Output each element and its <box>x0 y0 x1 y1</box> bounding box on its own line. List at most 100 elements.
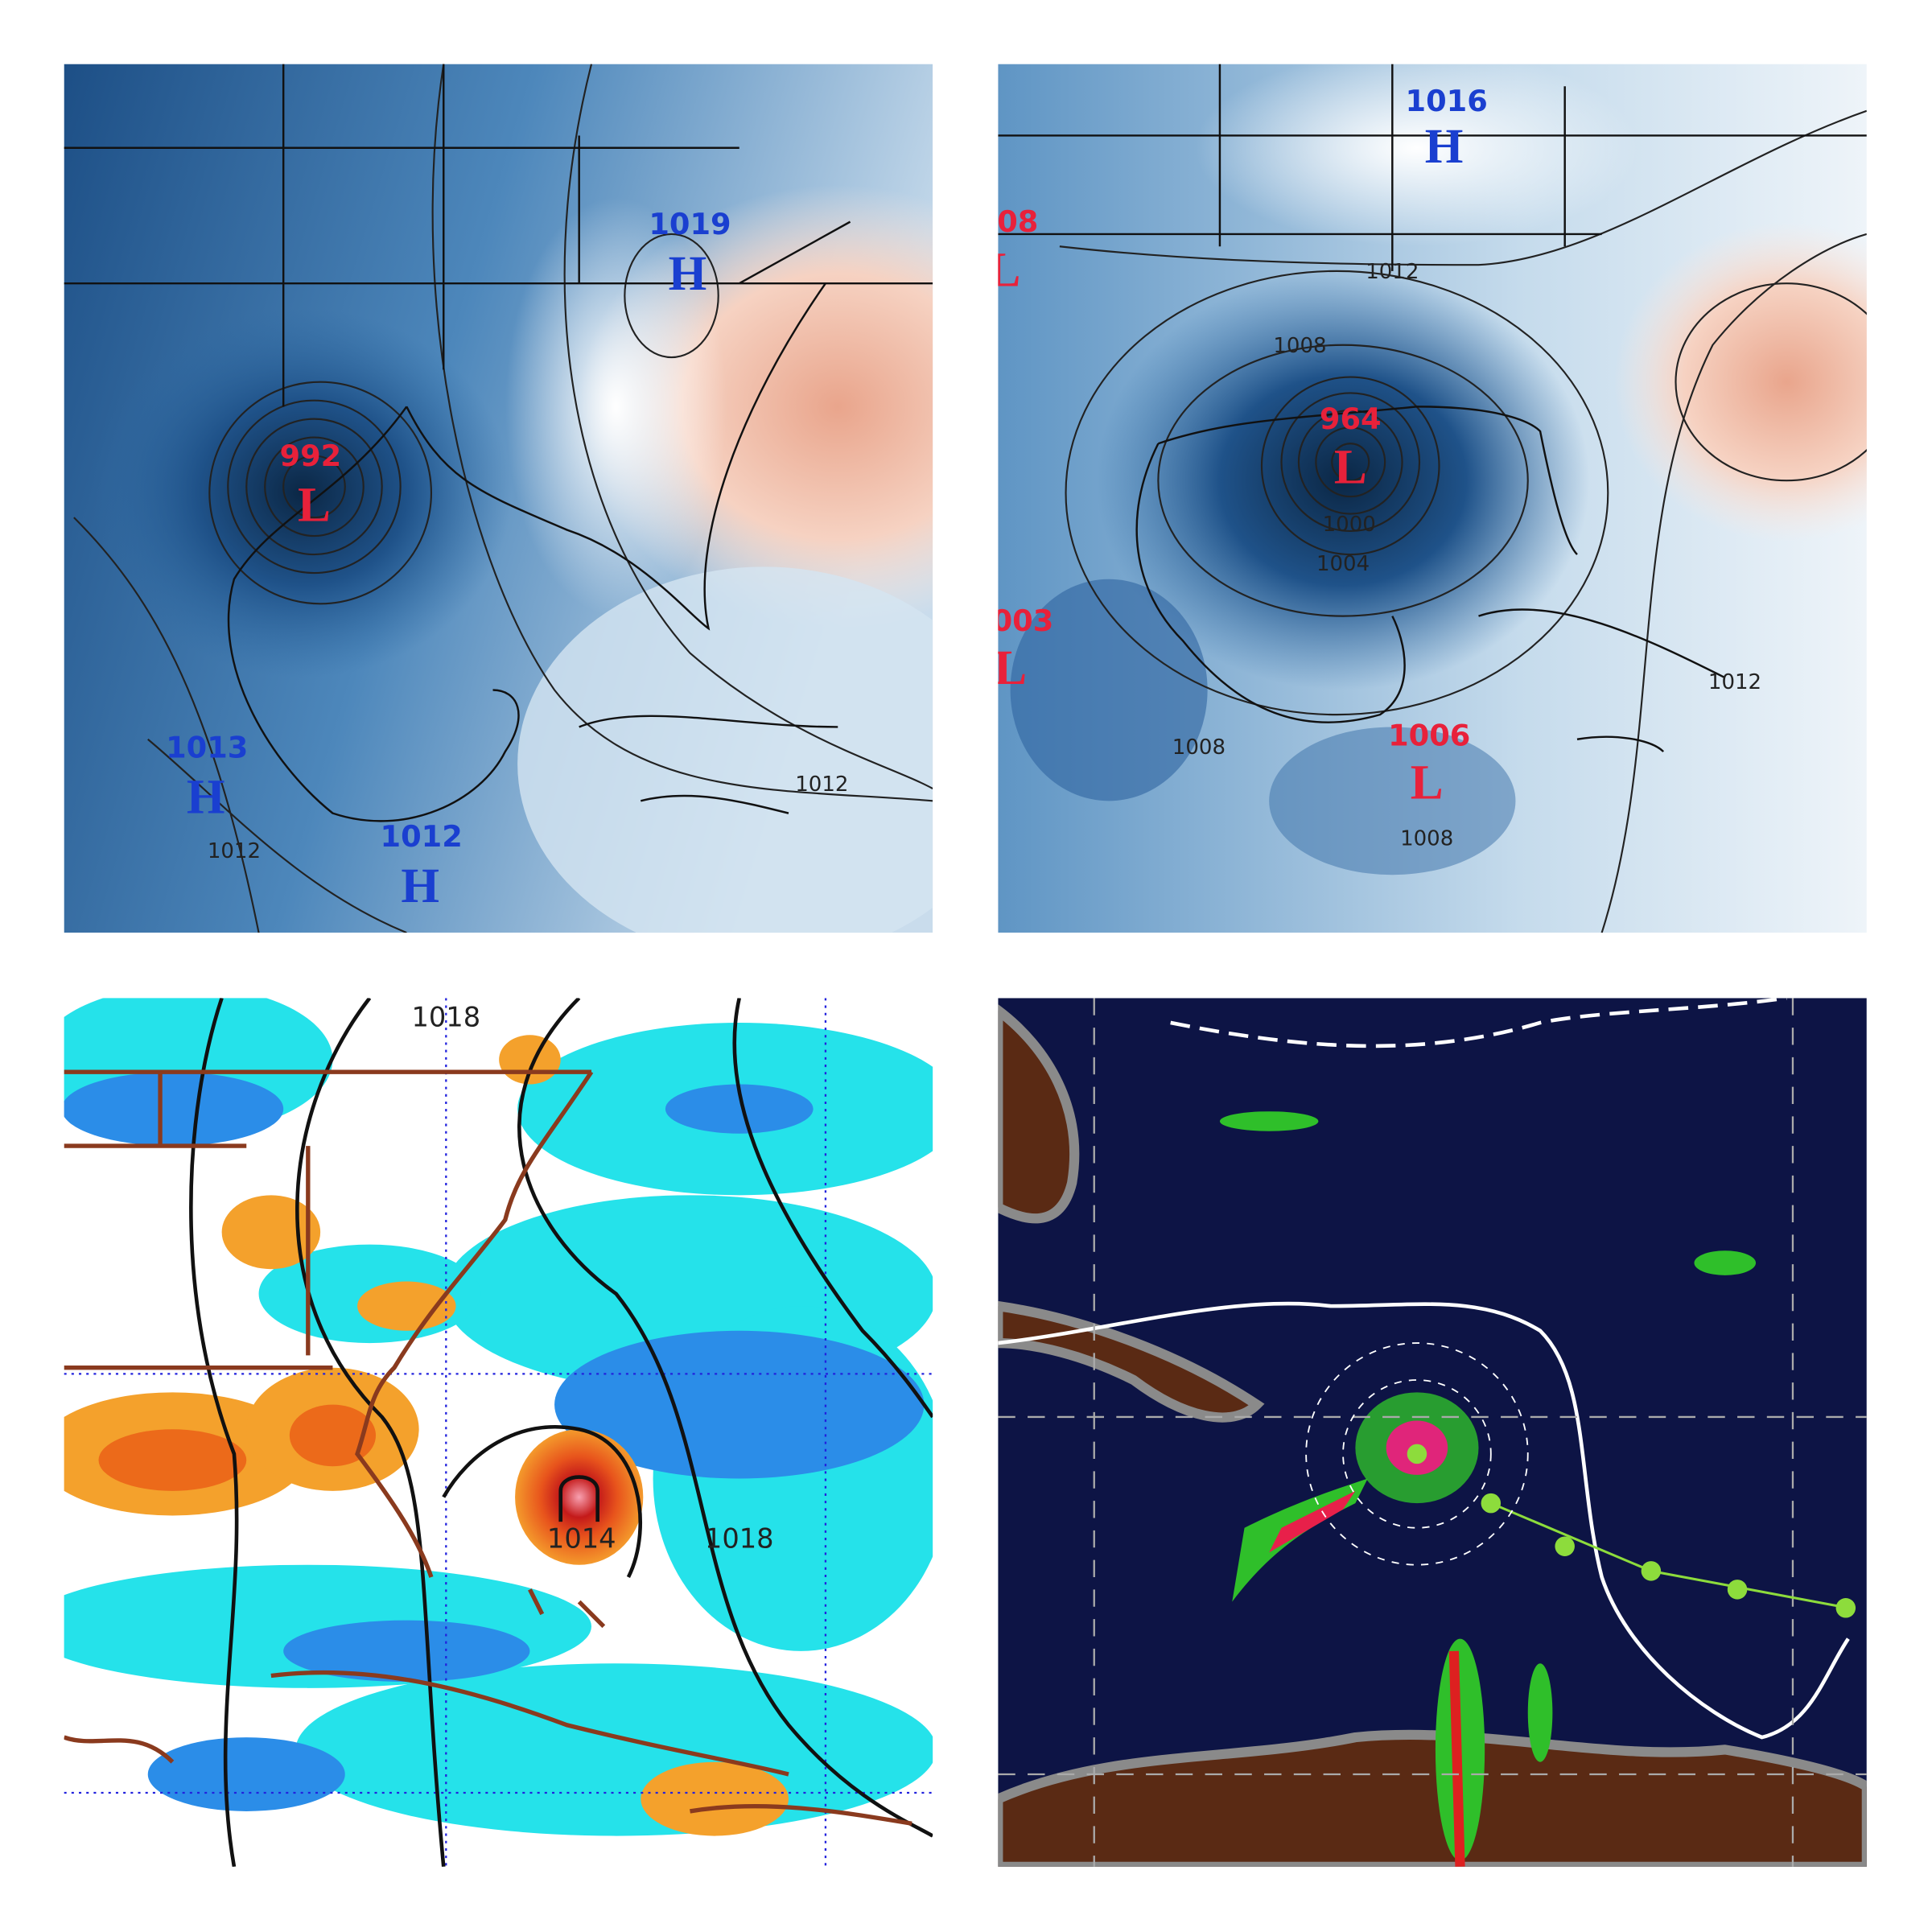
map-shape <box>357 1281 456 1331</box>
map-shape <box>73 517 260 933</box>
map-shape <box>64 64 933 822</box>
map-shape <box>64 1069 912 1826</box>
map-shape <box>355 1070 594 1578</box>
map-shape <box>208 381 433 605</box>
map-shape <box>282 455 346 519</box>
center-symbol: H <box>401 859 439 913</box>
center-pressure: 964 <box>1320 402 1382 436</box>
map-shape <box>1614 221 1867 542</box>
map-shape <box>554 1330 925 1479</box>
center-symbol: L <box>298 478 331 533</box>
map-shape <box>1555 1536 1575 1556</box>
map-shape <box>1407 1444 1427 1464</box>
map-shape <box>64 1072 284 1147</box>
isobar-label: 1004 <box>1316 552 1370 576</box>
map-shape <box>563 64 933 789</box>
map-shape <box>64 1072 925 1811</box>
panel-2: 1016 H 08 L 964 L 003 L 1006 L 1012 1008… <box>992 64 1867 933</box>
map-shape <box>431 64 933 802</box>
map-shape <box>624 233 719 359</box>
isobar-label: 1008 <box>1172 735 1226 760</box>
map-shape <box>1096 270 1590 690</box>
map-shape <box>245 418 383 556</box>
panel-3: 1018 1014 1018 <box>64 998 933 1867</box>
map-shape <box>1727 1580 1748 1600</box>
map-shape <box>499 1035 561 1085</box>
center-pressure: 1012 <box>381 819 463 854</box>
map-shape <box>558 1475 599 1522</box>
map-shape <box>270 1588 789 1777</box>
center-pressure: 1019 <box>649 207 731 241</box>
map-shape <box>1331 443 1370 482</box>
map-shape <box>1260 376 1440 556</box>
map-shape <box>998 1301 1850 1740</box>
isobar-label: 1008 <box>1273 334 1326 358</box>
panel-1: 992 L 1019 H 1013 H 1012 H 1012 1012 <box>64 64 933 933</box>
map-shape <box>1269 727 1516 875</box>
map-shape <box>1448 1650 1465 1867</box>
map-shape <box>515 1429 644 1565</box>
map-shape <box>98 1429 247 1491</box>
map-shape <box>283 1620 530 1683</box>
map-shape <box>1835 1598 1856 1618</box>
map-shape <box>998 1003 1867 1867</box>
map-shape <box>64 1069 591 1370</box>
map-shape <box>98 1404 377 1491</box>
map-shape <box>1342 1379 1492 1529</box>
center-pressure: 1006 <box>1388 718 1470 752</box>
center-pressure: 992 <box>280 439 342 473</box>
map-shape <box>147 738 407 933</box>
center-pressure: 003 <box>992 603 1054 638</box>
map-shape <box>1157 344 1529 617</box>
panel-4 <box>998 998 1867 1867</box>
map-shape <box>1297 409 1403 515</box>
map-shape <box>64 64 933 407</box>
map-shape <box>998 1003 1080 1224</box>
map-shape <box>998 1729 1867 1867</box>
map-shape <box>1135 443 1406 723</box>
map-shape <box>1010 579 1208 801</box>
map-shape <box>505 197 727 616</box>
map-shape <box>1059 109 1867 266</box>
map-shape <box>1305 1342 1529 1566</box>
map-shape <box>64 1735 912 1826</box>
map-shape <box>579 715 838 814</box>
center-symbol: H <box>1425 119 1464 174</box>
isobar-label: 1014 <box>547 1522 616 1554</box>
map-shape <box>221 1195 321 1270</box>
map-shape <box>92 307 512 678</box>
center-symbol: H <box>669 246 707 301</box>
center-pressure: 08 <box>997 204 1038 239</box>
isobar-label: 1012 <box>795 772 848 797</box>
isobar-label: 1018 <box>705 1522 774 1554</box>
map-shape <box>227 399 402 575</box>
map-shape <box>998 64 1867 271</box>
map-shape <box>73 64 933 933</box>
map-shape <box>998 998 1850 1740</box>
isobar-label: 1012 <box>1708 670 1761 694</box>
center-pressure: 1013 <box>166 731 248 765</box>
map-shape <box>1269 1490 1356 1553</box>
map-shape <box>289 1404 377 1467</box>
map-shape <box>1315 426 1386 498</box>
center-symbol: L <box>1334 439 1367 494</box>
map-shape <box>1157 406 1578 555</box>
isobar-label: 1000 <box>1323 513 1376 537</box>
map-shape <box>406 282 826 631</box>
map-shape <box>1305 1342 1529 1566</box>
map-shape <box>442 1424 643 1579</box>
map-shape <box>1641 1561 1662 1581</box>
center-symbol: L <box>994 641 1027 695</box>
map-shape <box>1065 270 1609 716</box>
map-shape <box>1059 109 1867 933</box>
center-symbol: L <box>1411 755 1444 809</box>
map-shape <box>641 1761 789 1836</box>
map-shape <box>1527 1663 1553 1762</box>
map-shape <box>295 998 446 1867</box>
map-shape <box>147 1737 345 1811</box>
center-symbol: H <box>187 770 225 825</box>
map-shape <box>1170 998 1787 1048</box>
map-shape <box>732 998 933 1419</box>
